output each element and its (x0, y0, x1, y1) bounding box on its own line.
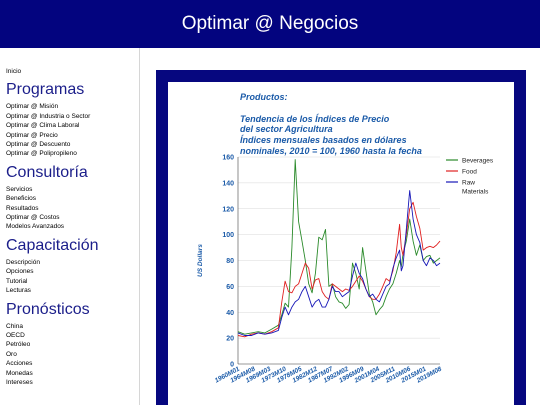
y-tick-label: 100 (222, 232, 234, 239)
nav-link[interactable]: Servicios (6, 185, 33, 193)
series-line-1 (237, 201, 441, 338)
nav-link[interactable]: Optimar @ Descuento (6, 141, 71, 149)
nav-section-heading: Programas (6, 81, 85, 99)
y-tick-label: 160 (222, 155, 234, 162)
sidebar-nav: Inicio Programas Optimar @ Misión Optima… (0, 48, 140, 405)
nav-link[interactable]: Optimar @ Industria o Sector (6, 112, 91, 120)
nav-link[interactable]: Monedas (6, 369, 33, 377)
series-line-2 (237, 190, 441, 336)
site-title: Optimar @ Negocios (181, 13, 359, 34)
nav-link-inicio[interactable]: Inicio (6, 68, 22, 75)
nav-link[interactable]: Opciones (6, 268, 34, 276)
chart-frame: Productos: Tendencia de los Índices de P… (156, 70, 526, 405)
series-line-0 (237, 159, 441, 335)
nav-link[interactable]: Optimar @ Costos (6, 214, 60, 222)
legend-label: Materials (462, 189, 489, 196)
nav-link[interactable]: Oro (6, 350, 17, 358)
legend-label: Food (462, 169, 477, 176)
chart-title-line: nominales, 2010 = 100, 1960 hasta la fec… (240, 145, 422, 156)
nav-link[interactable]: Resultados (6, 204, 39, 212)
chart-panel: Productos: Tendencia de los Índices de P… (168, 82, 514, 405)
chart-title-line: del sector Agricultura (240, 124, 333, 135)
nav-link[interactable]: OECD (6, 331, 25, 339)
nav-link[interactable]: Intereses (6, 378, 33, 386)
nav-section-heading: Pronósticos (6, 300, 90, 318)
nav-link[interactable]: Acciones (6, 360, 33, 368)
chart-title: Productos: Tendencia de los Índices de P… (240, 92, 422, 157)
nav-link[interactable]: Optimar @ Misión (6, 103, 59, 111)
legend-label: Beverages (462, 158, 494, 165)
nav-link[interactable]: Optimar @ Clima Laboral (6, 122, 80, 130)
y-axis-label: US Dollars (197, 244, 204, 277)
nav-link[interactable]: Petróleo (6, 341, 31, 349)
nav-link[interactable]: Lecturas (6, 287, 31, 295)
y-tick-label: 40 (226, 310, 234, 317)
legend-label: Raw (462, 180, 475, 187)
y-tick-label: 120 (222, 206, 234, 213)
nav-link[interactable]: Descripción (6, 258, 40, 266)
chart-title-line: Tendencia de los Índices de Precio (240, 113, 390, 124)
chart-title-line: Productos: (240, 92, 288, 102)
y-tick-label: 0 (230, 362, 234, 369)
site-header: Optimar @ Negocios (0, 0, 540, 48)
nav-link[interactable]: Tutorial (6, 277, 28, 285)
nav-section-heading: Consultoría (6, 163, 88, 181)
chart-title-line: Índices mensuales basados en dólares (240, 135, 407, 146)
y-tick-label: 60 (226, 284, 234, 291)
y-tick-label: 80 (226, 258, 234, 265)
nav-link[interactable]: China (6, 322, 23, 330)
nav-section-heading: Capacitación (6, 236, 99, 254)
nav-link[interactable]: Modelos Avanzados (6, 223, 65, 231)
nav-link[interactable]: Beneficios (6, 195, 36, 203)
y-tick-label: 20 (226, 336, 234, 343)
nav-link[interactable]: Optimar @ Precio (6, 131, 58, 139)
nav-link[interactable]: Optimar @ Polipropileno (6, 150, 77, 158)
y-tick-label: 140 (222, 180, 234, 187)
